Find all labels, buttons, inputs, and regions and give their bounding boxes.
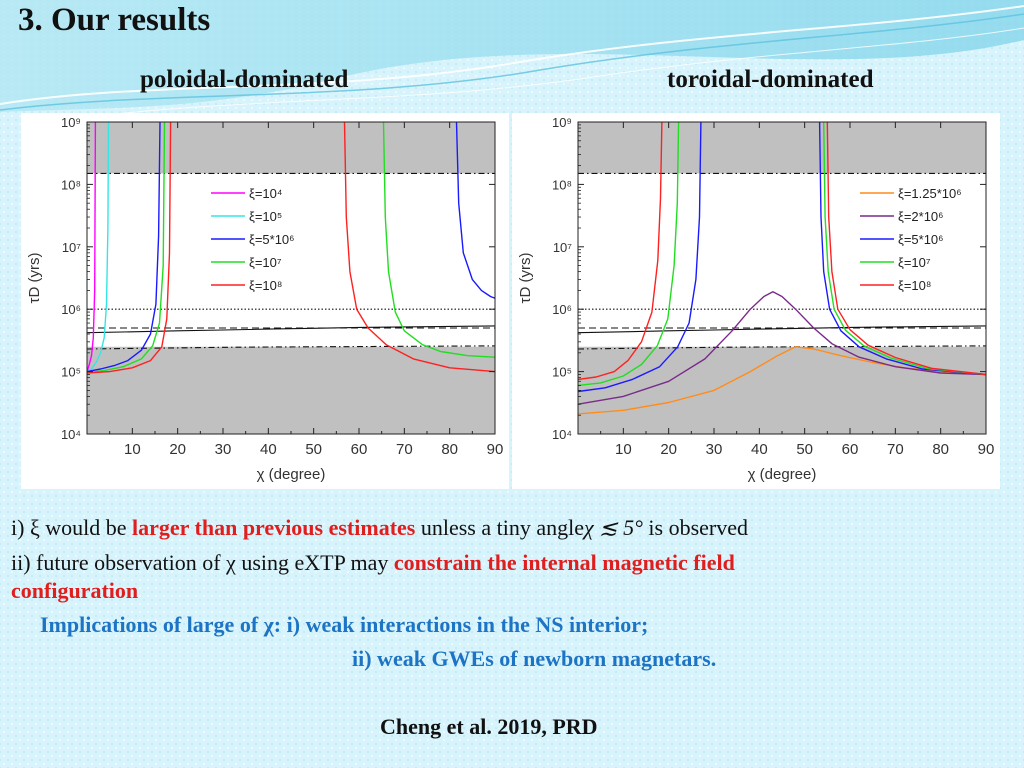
series-line-green xyxy=(87,122,166,374)
legend-label: ξ=10⁷ xyxy=(898,255,931,270)
result-line-1: i) ξ would be larger than previous estim… xyxy=(11,515,748,541)
chart-toroidal: 10 20 30 40 50 60 70 80 90 10⁴ 10⁵ 10⁶ 10⁷ 10⁸ 10⁹ χ (d… xyxy=(512,113,1000,489)
chart-poloidal-svg: 10 20 30 40 50 60 70 80 90 10⁴ 10⁵ 10⁶ 10⁷ 10⁸ 10⁹ χ (d… xyxy=(26,115,504,483)
legend-label: ξ=5*10⁶ xyxy=(249,232,295,247)
series-line-green xyxy=(823,122,986,376)
y-tick-label: 10⁵ xyxy=(61,365,81,380)
y-tick-label: 10⁹ xyxy=(552,115,572,130)
legend-label: ξ=2*10⁶ xyxy=(898,209,944,224)
legend-label: ξ=10⁸ xyxy=(898,278,931,293)
subtitle-toroidal: toroidal-dominated xyxy=(667,66,874,93)
chart-poloidal: 10 20 30 40 50 60 70 80 90 10⁴ 10⁵ 10⁶ 10⁷ 10⁸ 10⁹ χ (d… xyxy=(21,113,509,489)
line1-text-a: i) ξ would be xyxy=(11,515,133,540)
implications-line-2: ii) weak GWEs of newborn magnetars. xyxy=(352,646,717,671)
y-tick-label: 10⁸ xyxy=(552,177,572,192)
series-line-purple xyxy=(578,291,986,405)
series-line-red xyxy=(826,122,986,376)
legend-label: ξ=10⁸ xyxy=(249,278,282,293)
x-tick-label: 60 xyxy=(351,441,368,458)
series-line-red xyxy=(578,122,663,381)
line1-math: χ ≲ 5° xyxy=(583,515,643,540)
x-tick-label: 80 xyxy=(932,441,949,458)
x-tick-label: 90 xyxy=(978,441,995,458)
line1-highlight: larger than previous estimates xyxy=(132,515,416,540)
line2-text-a: ii) future observation of χ using eXTP m… xyxy=(11,550,394,575)
y-tick-label: 10⁷ xyxy=(553,240,572,255)
x-tick-label: 50 xyxy=(796,441,813,458)
x-tick-label: 20 xyxy=(660,441,677,458)
x-tick-label: 40 xyxy=(260,441,277,458)
x-tick-label: 70 xyxy=(887,441,904,458)
legend-label: ξ=1.25*10⁶ xyxy=(898,186,962,201)
series-line-blue xyxy=(818,122,986,376)
x-axis-label: χ (degree) xyxy=(257,466,326,483)
reference-line-solid xyxy=(578,325,986,334)
series-line-red xyxy=(87,122,172,374)
line1-text-c: is observed xyxy=(642,515,748,540)
y-tick-label: 10⁸ xyxy=(61,177,81,192)
x-tick-label: 10 xyxy=(124,441,141,458)
x-tick-label: 30 xyxy=(215,441,232,458)
x-tick-label: 20 xyxy=(169,441,186,458)
reference-line-solid xyxy=(87,325,495,334)
x-tick-label: 80 xyxy=(441,441,458,458)
series-line-green xyxy=(578,122,680,387)
slide-title: 3. Our results xyxy=(18,2,211,38)
legend-label: ξ=10⁴ xyxy=(249,186,282,201)
shaded-region-1 xyxy=(578,346,986,434)
series-line-green xyxy=(382,122,495,358)
x-tick-label: 10 xyxy=(615,441,632,458)
x-axis-label: χ (degree) xyxy=(748,466,817,483)
x-tick-label: 50 xyxy=(305,441,322,458)
shaded-region-0 xyxy=(87,122,495,174)
line2-highlight: constrain the internal magnetic field xyxy=(393,550,735,575)
line1-text-b: unless a tiny angle xyxy=(415,515,584,540)
y-axis-label: τD (yrs) xyxy=(517,253,534,304)
legend-label: ξ=5*10⁶ xyxy=(898,232,944,247)
y-tick-label: 10⁶ xyxy=(552,302,572,317)
y-tick-label: 10⁶ xyxy=(61,302,81,317)
shaded-region-0 xyxy=(578,122,986,174)
y-tick-label: 10⁵ xyxy=(552,365,572,380)
implications-line-1: Implications of large of χ: i) weak inte… xyxy=(40,612,649,637)
legend-label: ξ=10⁷ xyxy=(249,255,282,270)
y-tick-label: 10⁷ xyxy=(62,240,81,255)
y-tick-label: 10⁴ xyxy=(61,427,81,442)
series-line-cyan xyxy=(87,122,110,373)
legend-label: ξ=10⁵ xyxy=(249,209,282,224)
subtitle-poloidal: poloidal-dominated xyxy=(140,66,349,93)
chart-toroidal-svg: 10 20 30 40 50 60 70 80 90 10⁴ 10⁵ 10⁶ 10⁷ 10⁸ 10⁹ χ (d… xyxy=(517,115,995,483)
series-line-blue xyxy=(87,122,161,373)
result-line-2: ii) future observation of χ using eXTP m… xyxy=(11,550,735,576)
series-line-blue xyxy=(578,122,702,393)
shaded-region-1 xyxy=(87,346,495,434)
y-tick-label: 10⁴ xyxy=(552,427,572,442)
series-line-red xyxy=(343,122,495,373)
series-line-blue xyxy=(455,122,495,299)
x-tick-label: 70 xyxy=(396,441,413,458)
reference-line-dash-dot xyxy=(578,345,986,350)
citation: Cheng et al. 2019, PRD xyxy=(380,714,598,739)
x-tick-label: 40 xyxy=(751,441,768,458)
y-axis-label: τD (yrs) xyxy=(26,253,43,304)
header-banner xyxy=(0,0,1024,119)
x-tick-label: 30 xyxy=(706,441,723,458)
y-tick-label: 10⁹ xyxy=(61,115,81,130)
x-tick-label: 90 xyxy=(487,441,504,458)
x-tick-label: 60 xyxy=(842,441,859,458)
result-line-3: configuration xyxy=(11,578,139,603)
series-line-magenta xyxy=(87,122,97,372)
